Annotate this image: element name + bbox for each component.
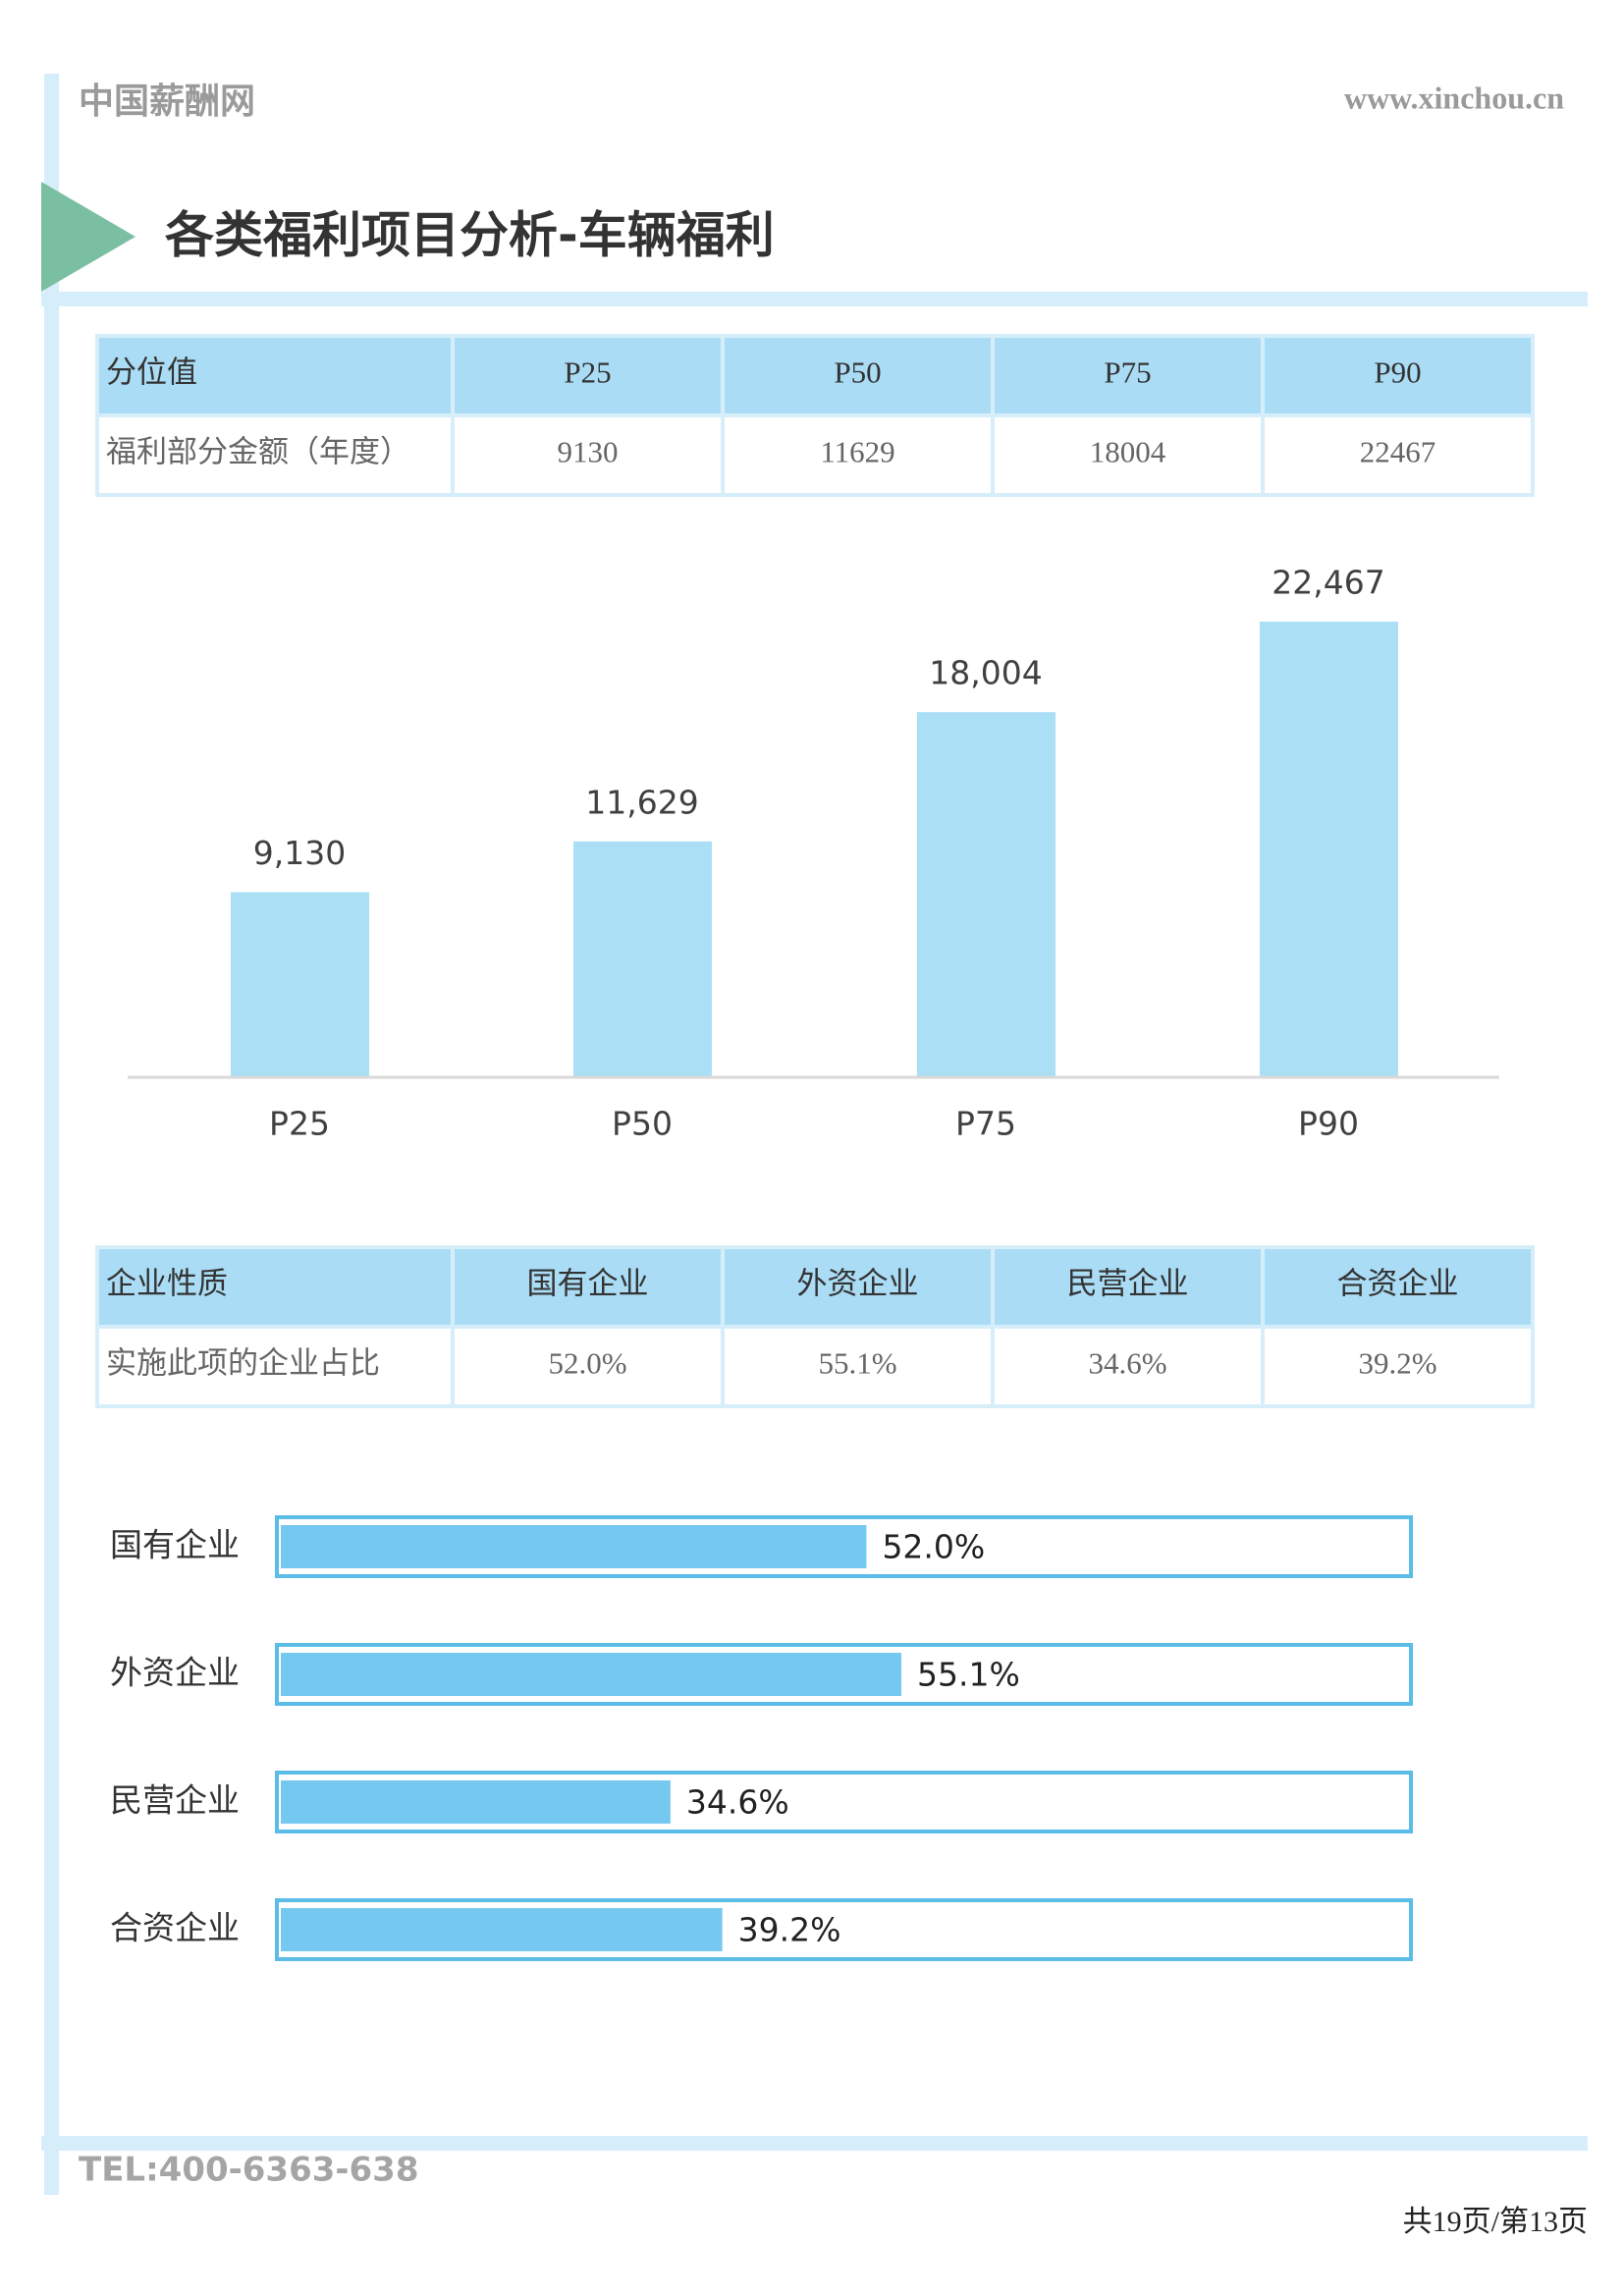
cell-text: 实施此项的企业占比 bbox=[106, 1346, 380, 1381]
url: www.xinchou.cn bbox=[1344, 80, 1564, 115]
category-label: P25 bbox=[269, 1105, 330, 1143]
cell-text: 39.2% bbox=[1358, 1346, 1436, 1381]
side-band bbox=[44, 74, 59, 2195]
cell-text: 52.0% bbox=[548, 1346, 626, 1381]
tel: TEL:400-6363-638 bbox=[79, 2151, 418, 2190]
value-label: 9,130 bbox=[253, 834, 346, 872]
header-cell-text: P90 bbox=[1374, 355, 1421, 390]
page-title: 各类福利项目分析-车辆福利 bbox=[165, 207, 775, 264]
cell-text: 55.1% bbox=[818, 1346, 896, 1381]
cell-text: 34.6% bbox=[1088, 1346, 1166, 1381]
header-cell-text: P75 bbox=[1104, 355, 1151, 390]
header-cell-text: 分位值 bbox=[106, 355, 197, 390]
header-cell-text: 合资企业 bbox=[1337, 1267, 1459, 1301]
cell-text: 22467 bbox=[1360, 435, 1436, 469]
table-cell bbox=[95, 413, 455, 497]
bar bbox=[917, 712, 1056, 1077]
brand: 中国薪酬网 bbox=[79, 82, 255, 122]
value-label: 52.0% bbox=[882, 1528, 985, 1566]
table-cell bbox=[451, 1245, 725, 1329]
bar bbox=[281, 1780, 671, 1824]
cell-text: 福利部分金额（年度） bbox=[106, 435, 410, 469]
table-cell bbox=[991, 1325, 1265, 1408]
category-label: 外资企业 bbox=[110, 1654, 240, 1692]
header-cell-text: 民营企业 bbox=[1067, 1267, 1189, 1301]
page-number: 共19页/第13页 bbox=[1403, 2206, 1588, 2238]
bar bbox=[1260, 622, 1398, 1077]
table-cell bbox=[451, 1325, 725, 1408]
category-label: 民营企业 bbox=[110, 1781, 240, 1820]
table-cell bbox=[95, 334, 455, 417]
cell-text: 18004 bbox=[1090, 435, 1166, 469]
table-cell bbox=[1261, 1325, 1535, 1408]
top-band bbox=[41, 292, 1588, 306]
table-cell bbox=[451, 334, 725, 417]
value-label: 34.6% bbox=[686, 1783, 789, 1822]
bar bbox=[573, 841, 712, 1077]
table-cell bbox=[721, 413, 995, 497]
value-label: 18,004 bbox=[929, 654, 1042, 692]
bar bbox=[281, 1525, 867, 1568]
category-label: P75 bbox=[955, 1105, 1016, 1143]
header-cell-text: 外资企业 bbox=[797, 1267, 919, 1301]
category-label: P50 bbox=[612, 1105, 673, 1143]
header-cell-text: P25 bbox=[564, 355, 611, 390]
header-cell-text: 国有企业 bbox=[527, 1267, 649, 1301]
category-label: P90 bbox=[1298, 1105, 1359, 1143]
category-label: 合资企业 bbox=[110, 1909, 240, 1947]
table-cell bbox=[95, 1325, 455, 1408]
header-cell-text: P50 bbox=[834, 355, 881, 390]
table-cell bbox=[991, 1245, 1265, 1329]
cell-text: 11629 bbox=[820, 435, 894, 469]
bar bbox=[231, 892, 369, 1077]
bottom-band bbox=[41, 2136, 1588, 2151]
cell-text: 9130 bbox=[558, 435, 619, 469]
bar bbox=[281, 1908, 723, 1951]
value-label: 39.2% bbox=[738, 1911, 841, 1949]
value-label: 11,629 bbox=[585, 783, 698, 821]
table-cell bbox=[1261, 413, 1535, 497]
category-label: 国有企业 bbox=[110, 1526, 240, 1564]
header-cell-text: 企业性质 bbox=[106, 1267, 228, 1301]
table-cell bbox=[451, 413, 725, 497]
value-label: 55.1% bbox=[917, 1656, 1020, 1694]
title-marker bbox=[41, 182, 135, 292]
bar bbox=[281, 1653, 901, 1696]
value-label: 22,467 bbox=[1272, 564, 1384, 602]
table-cell bbox=[991, 413, 1265, 497]
